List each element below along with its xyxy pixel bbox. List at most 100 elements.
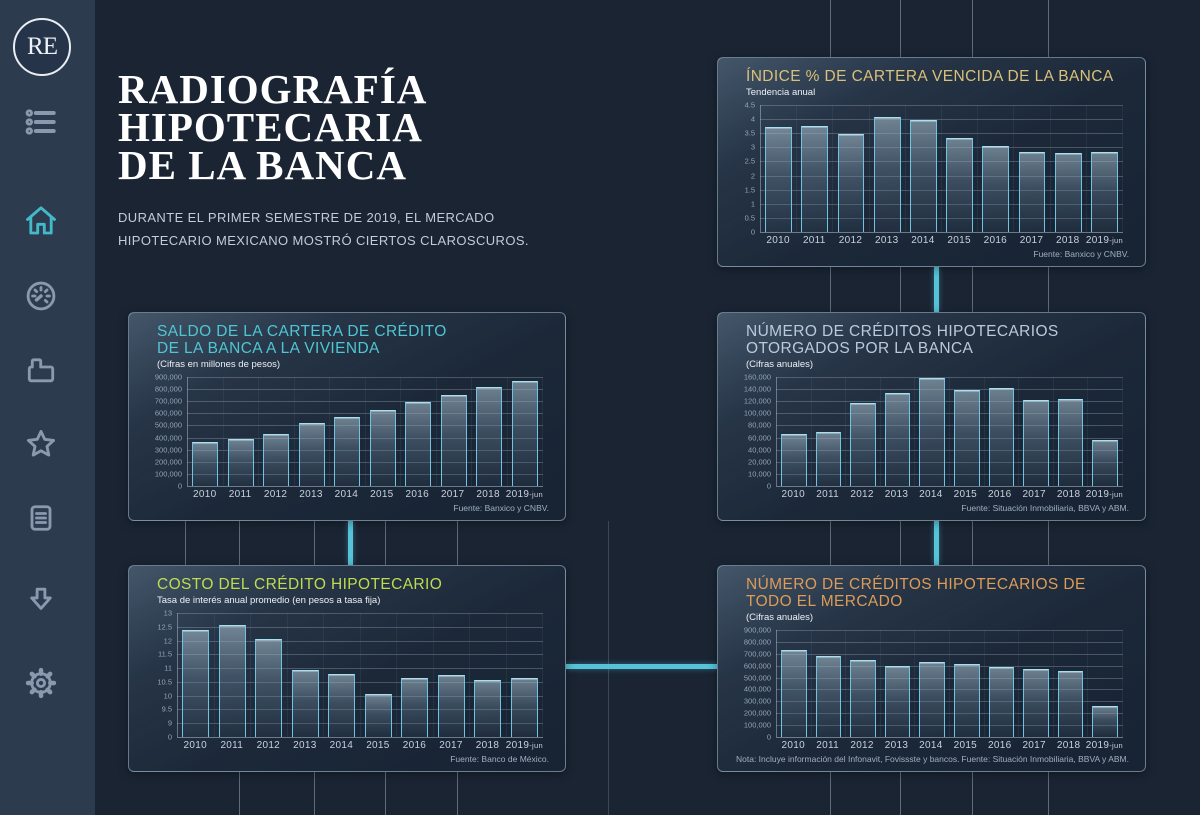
y-axis-tick-label: 140,000 bbox=[743, 384, 771, 394]
x-axis-labels: 2010 2011 2012 2013 2014 2015 2016 2017 2018 2019… bbox=[776, 737, 1123, 752]
x-axis-labels: 2010 2011 2012 2013 2014 2015 2016 2017 2018 2019… bbox=[187, 486, 543, 501]
y-axis-tick-label: 60,000 bbox=[748, 433, 771, 443]
x-axis-label: 2010 bbox=[183, 740, 207, 751]
y-axis-tick-label: 4 bbox=[750, 114, 755, 124]
fuente-label: Fuente: Banco de México. bbox=[450, 753, 549, 764]
bars-group bbox=[188, 377, 543, 486]
bar-2019-jun bbox=[1092, 705, 1118, 737]
bar-slot bbox=[1088, 377, 1123, 486]
bar-2014 bbox=[334, 416, 361, 486]
connector-line bbox=[900, 521, 901, 565]
teal-connector bbox=[934, 267, 939, 312]
sidebar-item-print[interactable] bbox=[22, 351, 60, 389]
gridline bbox=[187, 461, 543, 463]
y-axis-tick-label: 1.5 bbox=[744, 185, 755, 195]
plot-area: 160,000 140,000 120,000 100,000 80,000 60,000… bbox=[744, 373, 1123, 491]
plot-area: 900,000 800,000 700,000 600,000 500,000 400,0… bbox=[155, 373, 543, 491]
bar-2013 bbox=[884, 392, 911, 486]
x-axis-label: 2010 bbox=[781, 740, 805, 751]
x-axis-label: 2016 bbox=[402, 740, 427, 751]
bar-slot bbox=[1088, 630, 1123, 737]
bars-group bbox=[178, 613, 543, 737]
gridline bbox=[187, 401, 543, 403]
y-axis-tick-label: 700,000 bbox=[154, 396, 182, 406]
chart-title: NÚMERO DE CRÉDITOS HIPOTECARIOS bbox=[746, 323, 1059, 340]
bar-slot bbox=[978, 105, 1015, 232]
connector-line bbox=[830, 772, 831, 815]
gridline bbox=[776, 449, 1123, 451]
bar-2016 bbox=[405, 402, 432, 486]
panel-footer: Fuente: Situación Inmobiliaria, BBVA y A… bbox=[730, 501, 1133, 516]
chart-head: COSTO DEL CRÉDITO HIPOTECARIO Tasa de int… bbox=[157, 576, 553, 606]
bar-2019-jun bbox=[1092, 440, 1118, 486]
bar-slot bbox=[178, 613, 215, 737]
bar-slot bbox=[1019, 377, 1054, 486]
bar-2015 bbox=[946, 138, 973, 232]
sidebar-item-gauge[interactable] bbox=[22, 277, 60, 315]
bar-slot bbox=[1051, 105, 1087, 232]
chart-panel-saldo-cartera-credito: SALDO DE LA CARTERA DE CRÉDITO DE LA BANC… bbox=[128, 312, 566, 521]
sidebar-item-report[interactable] bbox=[22, 499, 60, 537]
gridline bbox=[776, 389, 1123, 391]
x-axis-label: 2017 bbox=[440, 489, 465, 500]
connector-line bbox=[1048, 0, 1049, 57]
bar-2018 bbox=[1057, 399, 1084, 486]
bar-slot bbox=[434, 613, 470, 737]
gridline bbox=[177, 613, 543, 614]
y-axis-tick-label: 700,000 bbox=[743, 649, 771, 659]
y-axis-tick-label: 0 bbox=[167, 732, 172, 742]
page-title-line: DE LA BANCA bbox=[118, 142, 407, 188]
fuente-label: Fuente: Banxico y CNBV. bbox=[453, 502, 549, 513]
x-axis-label: 2011 bbox=[816, 740, 839, 751]
x-axis-label: 2015 bbox=[947, 235, 971, 246]
bar-2012 bbox=[850, 659, 876, 737]
gridline bbox=[776, 701, 1123, 703]
re-logo[interactable]: RE bbox=[13, 18, 71, 76]
gridline bbox=[760, 232, 1123, 233]
gridline bbox=[776, 486, 1123, 487]
x-axis-label: 2012 bbox=[850, 489, 874, 500]
connector-line bbox=[1048, 267, 1049, 312]
connector-line bbox=[1048, 772, 1049, 815]
y-axis-tick-label: 100,000 bbox=[743, 720, 771, 730]
gridline bbox=[776, 641, 1123, 643]
sidebar-item-settings[interactable] bbox=[22, 664, 60, 702]
bar-slot bbox=[761, 105, 798, 232]
connector-line bbox=[900, 0, 901, 57]
bar-slot bbox=[915, 377, 950, 486]
gridline bbox=[776, 401, 1123, 403]
bar-2011 bbox=[801, 125, 829, 232]
x-axis-label: 2018 bbox=[1056, 235, 1080, 246]
y-axis-tick-label: 9 bbox=[167, 718, 172, 728]
y-axis-tick-label: 0 bbox=[766, 732, 771, 742]
bar-slot bbox=[401, 377, 437, 486]
fuente-label: Fuente: Situación Inmobiliaria, BBVA y A… bbox=[961, 502, 1129, 513]
gear-icon bbox=[25, 667, 57, 699]
x-axis-label: 2013 bbox=[884, 489, 909, 500]
x-axis-label: 2012 bbox=[256, 740, 281, 751]
x-axis-label: 2011 bbox=[228, 489, 252, 500]
sidebar-item-favorites[interactable] bbox=[22, 425, 60, 463]
gridline bbox=[177, 681, 543, 683]
y-axis-tick-label: 9.5 bbox=[161, 704, 172, 714]
sidebar-item-menu[interactable] bbox=[22, 103, 60, 141]
x-axis-label: 2015 bbox=[953, 489, 978, 500]
y-axis-tick-label: 200,000 bbox=[154, 457, 182, 467]
x-axis-label: 2012 bbox=[838, 235, 863, 246]
chart-subtitle: (Cifras anuales) bbox=[746, 359, 814, 370]
bar-slot bbox=[985, 630, 1020, 737]
bar-2017 bbox=[1023, 400, 1049, 486]
x-axis-label: 2017 bbox=[1022, 489, 1046, 500]
sidebar-item-home[interactable] bbox=[22, 202, 60, 240]
gridline bbox=[187, 389, 543, 391]
sidebar-item-download[interactable] bbox=[22, 581, 60, 619]
panel-footer: Fuente: Banco de México. bbox=[141, 752, 553, 767]
gridline bbox=[187, 425, 543, 427]
chart-panel-costo-credito: COSTO DEL CRÉDITO HIPOTECARIO Tasa de int… bbox=[128, 565, 566, 772]
y-axis-tick-label: 900,000 bbox=[154, 372, 182, 382]
connector-line bbox=[972, 267, 973, 312]
y-axis-tick-label: 2 bbox=[750, 171, 755, 181]
chart-subtitle: (Cifras anuales) bbox=[746, 612, 814, 623]
connector-line bbox=[830, 0, 831, 57]
chart-head: NÚMERO DE CRÉDITOS HIPOTECARIOS OTORGADOS… bbox=[746, 323, 1133, 370]
